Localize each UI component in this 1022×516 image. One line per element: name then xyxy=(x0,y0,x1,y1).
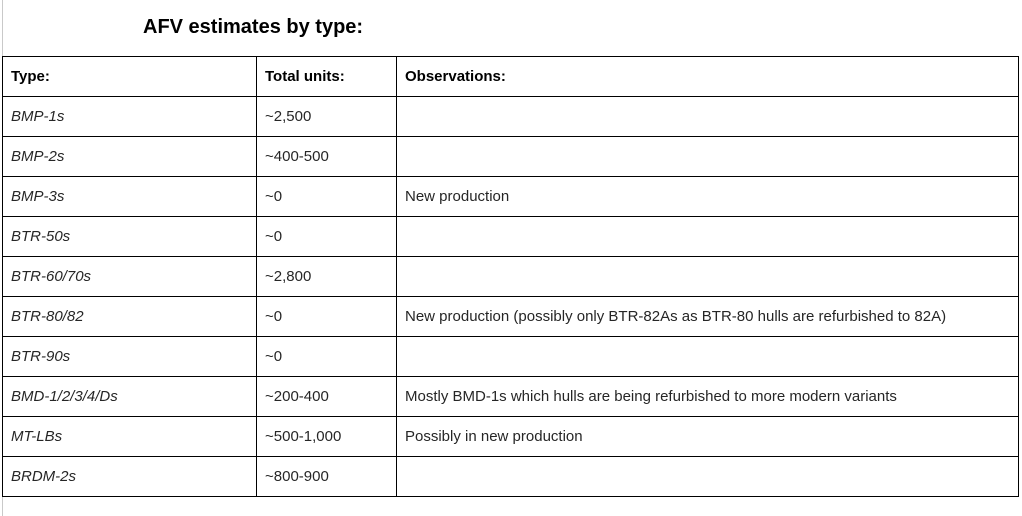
table-row: BRDM-2s ~800-900 xyxy=(2,456,1019,497)
cell-type: BTR-60/70s xyxy=(2,256,257,297)
cell-observations: Possibly in new production xyxy=(396,416,1019,457)
cell-type: BTR-50s xyxy=(2,216,257,257)
table-row: BMP-1s ~2,500 xyxy=(2,96,1019,137)
cell-type: BTR-90s xyxy=(2,336,257,377)
cell-type: BMP-1s xyxy=(2,96,257,137)
cell-observations xyxy=(396,136,1019,177)
table-row: MT-LBs ~500-1,000 Possibly in new produc… xyxy=(2,416,1019,457)
cell-observations: Mostly BMD-1s which hulls are being refu… xyxy=(396,376,1019,417)
cell-type: BMP-3s xyxy=(2,176,257,217)
cell-observations xyxy=(396,96,1019,137)
table-row: BMP-2s ~400-500 xyxy=(2,136,1019,177)
cell-total-units: ~0 xyxy=(256,296,397,337)
table-header-row: Type: Total units: Observations: xyxy=(2,56,1019,97)
cell-type: BMP-2s xyxy=(2,136,257,177)
cell-total-units: ~0 xyxy=(256,176,397,217)
cell-total-units: ~400-500 xyxy=(256,136,397,177)
cell-total-units: ~500-1,000 xyxy=(256,416,397,457)
cell-type: BMD-1/2/3/4/Ds xyxy=(2,376,257,417)
cell-type: BTR-80/82 xyxy=(2,296,257,337)
table-row: BTR-60/70s ~2,800 xyxy=(2,256,1019,297)
cell-total-units: ~2,500 xyxy=(256,96,397,137)
cell-observations xyxy=(396,256,1019,297)
cell-observations: New production (possibly only BTR-82As a… xyxy=(396,296,1019,337)
cell-total-units: ~0 xyxy=(256,336,397,377)
cell-observations: New production xyxy=(396,176,1019,217)
cell-observations xyxy=(396,456,1019,497)
table-row: BMP-3s ~0 New production xyxy=(2,176,1019,217)
column-header-observations: Observations: xyxy=(396,56,1019,97)
cell-type: MT-LBs xyxy=(2,416,257,457)
cell-type: BRDM-2s xyxy=(2,456,257,497)
afv-estimates-table: Type: Total units: Observations: BMP-1s … xyxy=(2,56,1019,497)
column-header-type: Type: xyxy=(2,56,257,97)
cell-total-units: ~2,800 xyxy=(256,256,397,297)
column-header-total-units: Total units: xyxy=(256,56,397,97)
table-row: BTR-80/82 ~0 New production (possibly on… xyxy=(2,296,1019,337)
cell-total-units: ~200-400 xyxy=(256,376,397,417)
table-row: BTR-90s ~0 xyxy=(2,336,1019,377)
cell-total-units: ~800-900 xyxy=(256,456,397,497)
page-title: AFV estimates by type: xyxy=(143,16,364,38)
cell-total-units: ~0 xyxy=(256,216,397,257)
table-row: BTR-50s ~0 xyxy=(2,216,1019,257)
table-row: BMD-1/2/3/4/Ds ~200-400 Mostly BMD-1s wh… xyxy=(2,376,1019,417)
cell-observations xyxy=(396,216,1019,257)
cell-observations xyxy=(396,336,1019,377)
